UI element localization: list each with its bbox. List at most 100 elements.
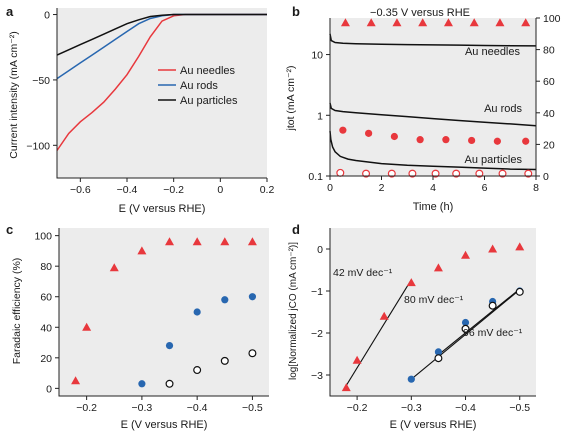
fe-marker xyxy=(340,18,350,27)
xlabel-c: E (V versus RHE) xyxy=(121,419,208,431)
d-xtick-label: −0.3 xyxy=(401,402,422,414)
fit-line xyxy=(345,279,412,386)
ylabel-a: Current intensity (mA cm⁻²) xyxy=(8,31,20,158)
fe-marker xyxy=(468,136,476,145)
data-point-au-rods xyxy=(193,308,201,316)
current-curve-au-needles xyxy=(329,33,537,47)
a-xtick-label: −0.2 xyxy=(163,184,184,196)
data-point-au-particles xyxy=(165,379,174,388)
annotation-b: −0.35 V versus RHE xyxy=(370,7,470,19)
data-point-au-rods xyxy=(434,348,443,356)
current-curve-au-particles xyxy=(329,130,537,171)
b-xtick-label: 2 xyxy=(379,182,385,194)
b-ytick-right-label: 60 xyxy=(543,76,555,88)
fit-label-80: 80 mV dec⁻¹ xyxy=(404,294,464,306)
data-point-au-rods xyxy=(165,342,174,350)
axis-frame xyxy=(58,228,269,397)
fe-marker xyxy=(493,137,501,145)
fe-marker xyxy=(431,169,440,178)
fe-marker xyxy=(524,169,533,178)
data-point-au-needles xyxy=(247,237,257,246)
data-point-au-needles xyxy=(433,263,443,272)
data-point-au-particles xyxy=(434,354,443,363)
fe-marker xyxy=(408,169,417,178)
a-xtick-label: −0.4 xyxy=(117,184,138,196)
a-xtick-label: 0 xyxy=(217,184,223,196)
fe-marker xyxy=(392,18,402,27)
data-point-au-needles xyxy=(341,383,351,392)
d-ytick-label: 0 xyxy=(317,244,323,256)
data-point-au-rods xyxy=(221,296,229,304)
c-ytick-label: 60 xyxy=(40,292,52,304)
ylabel-d: log[Normalized jCO (mA cm⁻²)] xyxy=(288,242,299,380)
curve-label-rods: Au rods xyxy=(484,103,522,115)
panel-label-c: c xyxy=(6,222,13,237)
data-point-au-needles xyxy=(109,263,119,272)
data-point-au-particles xyxy=(248,349,257,358)
panel-label-b: b xyxy=(292,4,300,19)
fe-marker xyxy=(366,18,376,27)
c-xtick-label: −0.3 xyxy=(132,402,153,414)
b-xtick-label: 4 xyxy=(430,182,436,194)
fe-marker xyxy=(365,129,373,137)
fe-marker xyxy=(495,18,505,27)
series-line-au-particles xyxy=(56,13,267,56)
data-point-au-needles xyxy=(137,246,147,255)
b-ytick-label: 1 xyxy=(317,110,323,122)
panel-c: c −0.2 −0.3 −0.4 −0.5 0 20 40 60 80 100 E (V vers… xyxy=(6,222,269,431)
data-point-au-particles xyxy=(461,324,470,333)
d-ytick-label: −1 xyxy=(311,286,323,298)
c-ytick-label: 100 xyxy=(34,231,52,243)
fe-marker xyxy=(339,126,347,134)
fe-marker xyxy=(521,18,531,27)
data-point-au-needles xyxy=(461,250,471,259)
b-ytick-right-label: 40 xyxy=(543,108,555,120)
data-point-au-particles xyxy=(488,301,497,310)
c-ytick-label: 40 xyxy=(40,322,52,334)
panel-a: a −0.6 −0.4 −0.2 0 0.2 0 −50 −100 Au needles Au… xyxy=(6,4,274,215)
curve-label-needles: Au needles xyxy=(465,46,521,58)
legend-label-needles: Au needles xyxy=(180,65,236,77)
data-point-au-particles xyxy=(220,356,229,365)
fe-marker xyxy=(442,136,450,144)
fe-marker xyxy=(336,168,345,177)
d-ytick-label: −3 xyxy=(311,370,323,382)
a-xtick-label: −0.6 xyxy=(70,184,91,196)
b-ytick-right-label: 100 xyxy=(543,13,561,25)
b-ytick-label: 10 xyxy=(311,50,323,62)
data-point-au-rods xyxy=(407,375,415,383)
c-ytick-label: 0 xyxy=(46,383,52,395)
b-xtick-label: 8 xyxy=(533,182,539,194)
data-point-au-needles xyxy=(165,237,175,246)
data-point-au-needles xyxy=(71,376,81,385)
panel-label-d: d xyxy=(292,222,300,237)
ylabel-c: Faradaic efficiency (%) xyxy=(11,258,23,365)
plot-area-c xyxy=(59,228,269,396)
fe-marker xyxy=(416,136,424,144)
legend-label-particles: Au particles xyxy=(180,95,238,107)
a-ytick-label: −50 xyxy=(32,75,50,87)
plot-area-b xyxy=(330,18,536,176)
d-xtick-label: −0.2 xyxy=(347,402,368,414)
c-ytick-label: 20 xyxy=(40,353,52,365)
data-point-au-rods xyxy=(138,380,146,388)
c-xtick-label: −0.5 xyxy=(242,402,263,414)
legend-a: Au needles Au rods Au particles xyxy=(158,65,238,107)
c-xtick-label: −0.4 xyxy=(187,402,208,414)
d-ytick-label: −2 xyxy=(311,328,323,340)
data-point-au-needles xyxy=(379,311,389,320)
fe-marker xyxy=(475,169,484,178)
b-ytick-right-label: 0 xyxy=(543,171,549,183)
ylabel-b: jtot (mA cm⁻²) xyxy=(285,65,297,131)
data-point-au-needles xyxy=(406,278,416,287)
fe-marker xyxy=(387,169,396,178)
xlabel-a: E (V versus RHE) xyxy=(119,203,206,215)
panel-label-a: a xyxy=(6,4,14,19)
axis-frame xyxy=(56,8,267,179)
b-xtick-label: 6 xyxy=(482,182,488,194)
data-point-au-needles xyxy=(220,237,230,246)
a-ytick-label: 0 xyxy=(44,10,50,22)
data-point-au-particles xyxy=(193,366,202,375)
